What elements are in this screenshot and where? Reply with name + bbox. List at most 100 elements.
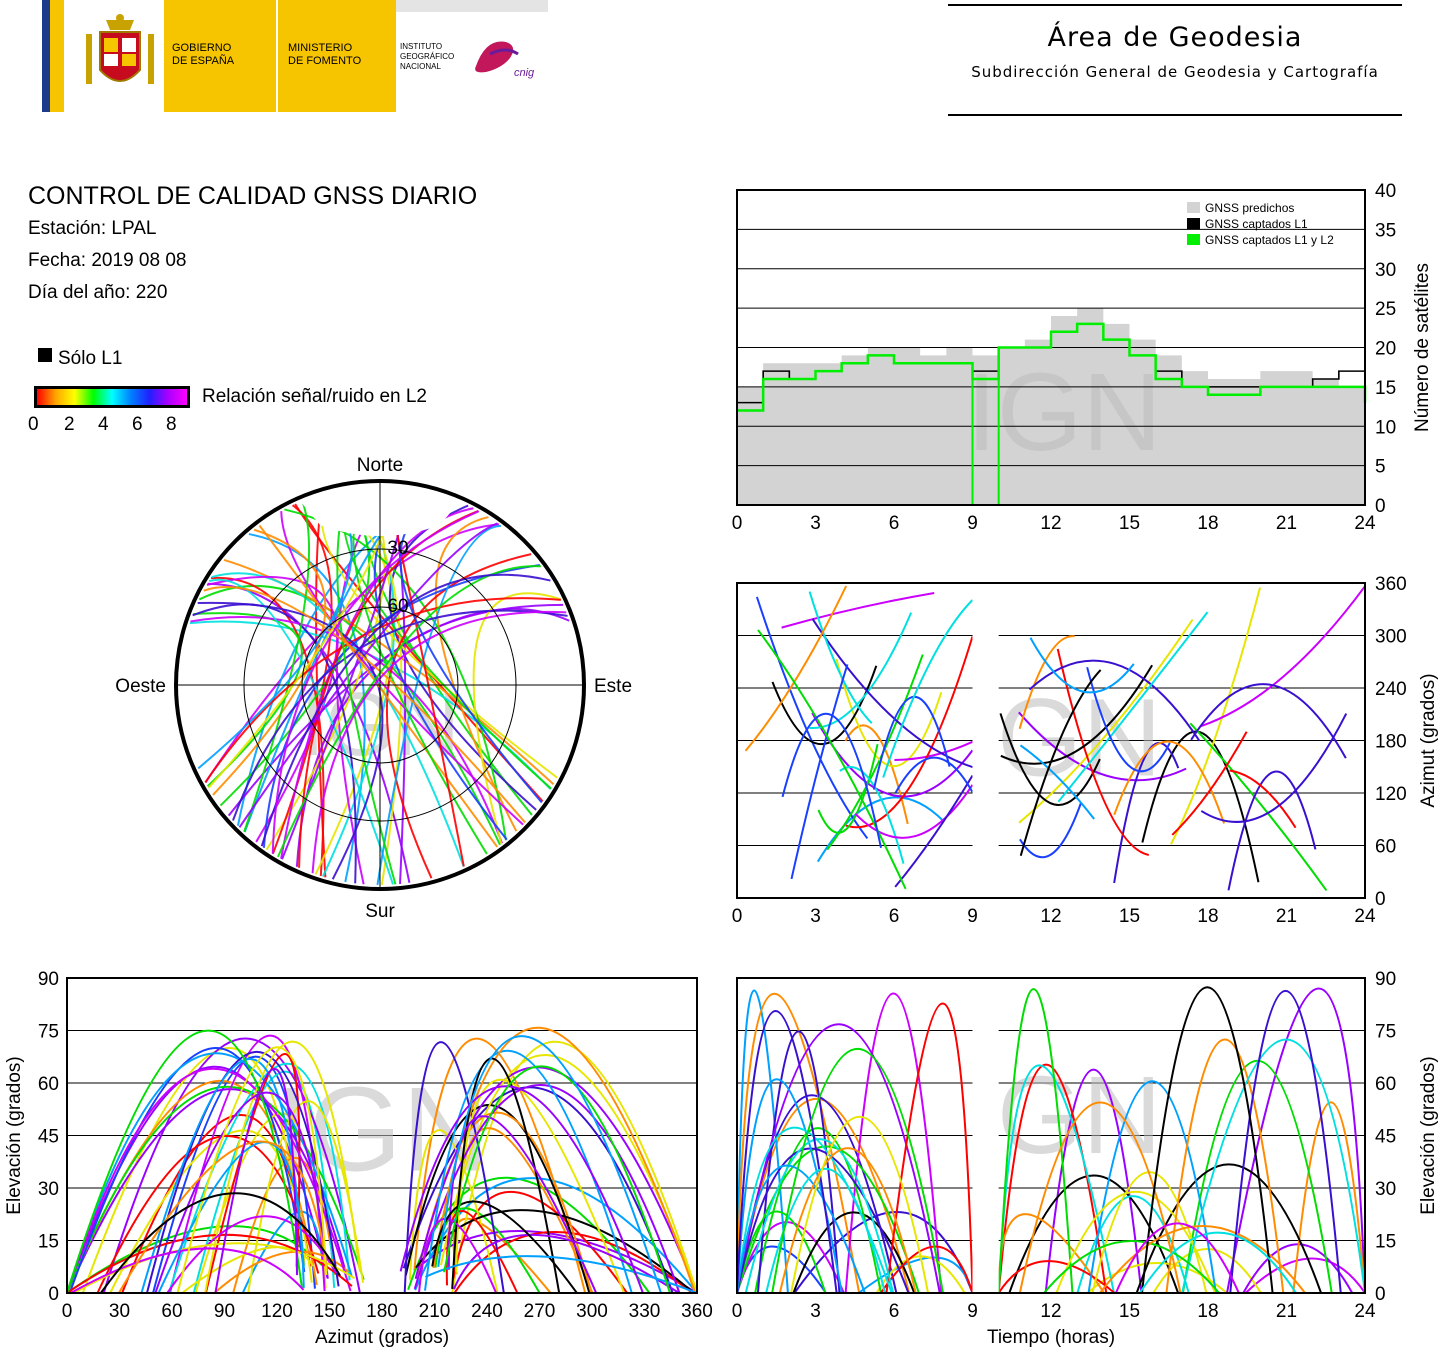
satellite-track bbox=[885, 1002, 974, 1294]
satellite-track bbox=[1141, 730, 1260, 883]
satellite-track bbox=[193, 612, 303, 787]
plot-frame bbox=[66, 977, 698, 1294]
series-l1l2-line bbox=[737, 322, 1367, 412]
satellite-track bbox=[835, 658, 943, 768]
x-tick-label: 6 bbox=[889, 1301, 900, 1322]
satellite-track bbox=[845, 636, 974, 829]
satellite-track bbox=[1057, 611, 1209, 803]
y-tick-label: 60 bbox=[1375, 837, 1396, 858]
header-subtitle: Subdirección General de Geodesia y Carto… bbox=[971, 63, 1379, 81]
legend-entry: GNSS captados L1 y L2 bbox=[1205, 233, 1334, 247]
satellite-track bbox=[431, 1200, 578, 1294]
date-label: Fecha: 2019 08 08 bbox=[28, 250, 187, 271]
header-title: Área de Geodesia bbox=[1047, 22, 1303, 53]
satellite-track bbox=[197, 601, 384, 880]
satellite-track bbox=[402, 1086, 674, 1294]
satellite-track bbox=[1292, 1101, 1366, 1294]
x-tick-label: 9 bbox=[967, 513, 978, 534]
x-tick-label: 210 bbox=[419, 1301, 451, 1322]
y-tick-label: 35 bbox=[1375, 220, 1396, 241]
satellite-track bbox=[744, 585, 848, 752]
satellite-track bbox=[437, 1035, 662, 1294]
legend-entry: GNSS captados L1 bbox=[1205, 217, 1308, 231]
y-tick-label: 30 bbox=[38, 1179, 59, 1200]
y-tick-label: 240 bbox=[1375, 679, 1407, 700]
y-tick-label: 0 bbox=[1375, 1284, 1386, 1305]
y-tick-label: 180 bbox=[1375, 732, 1407, 753]
satellite-track bbox=[1229, 769, 1297, 829]
satellite-track bbox=[997, 1063, 1108, 1294]
y-tick-label: 75 bbox=[1375, 1022, 1396, 1043]
plot-frame bbox=[736, 977, 1366, 1294]
logo-ign-line2: GEOGRÁFICO bbox=[400, 52, 455, 61]
satellite-track bbox=[166, 1215, 338, 1294]
satellite-track bbox=[894, 756, 974, 794]
x-tick-label: 24 bbox=[1354, 906, 1376, 927]
satellite-track bbox=[472, 592, 561, 845]
y-tick-label: 20 bbox=[1375, 339, 1396, 360]
ign-watermark: IGN bbox=[966, 351, 1162, 474]
satellite-track bbox=[455, 1078, 625, 1294]
snr-tick: 4 bbox=[98, 414, 109, 435]
satellite-track bbox=[997, 1064, 1115, 1294]
satellite-track bbox=[214, 1067, 299, 1294]
logo-gov-line1: GOBIERNO bbox=[172, 42, 232, 54]
logo-ign-line3: NACIONAL bbox=[400, 62, 441, 71]
satellite-track bbox=[811, 618, 973, 769]
y-tick-label: 0 bbox=[48, 1284, 59, 1305]
satellite-track bbox=[1018, 711, 1187, 782]
y-tick-label: 25 bbox=[1375, 299, 1396, 320]
satellite-track bbox=[66, 1085, 365, 1294]
satellite-track bbox=[443, 1065, 671, 1294]
satellite-track bbox=[271, 510, 480, 854]
y-tick-label: 300 bbox=[1375, 627, 1407, 648]
satellite-track bbox=[781, 712, 882, 849]
satellite-track bbox=[882, 599, 974, 778]
x-tick-label: 6 bbox=[889, 906, 900, 927]
satellite-track bbox=[204, 1053, 301, 1294]
satellite-track bbox=[1200, 713, 1348, 823]
satellite-track bbox=[154, 1091, 329, 1294]
satellite-track bbox=[736, 992, 861, 1294]
satellite-track bbox=[1019, 801, 1083, 859]
y-tick-label: 30 bbox=[1375, 260, 1396, 281]
only-l1-label: Sólo L1 bbox=[58, 348, 123, 369]
satellite-track bbox=[1152, 1247, 1262, 1294]
legend-swatch bbox=[1187, 202, 1200, 213]
horizon-circle bbox=[174, 479, 586, 891]
report-title: CONTROL DE CALIDAD GNSS DIARIO bbox=[28, 182, 478, 210]
satellite-track bbox=[1018, 618, 1194, 824]
satellite-track bbox=[754, 1127, 882, 1294]
satellite-track bbox=[1165, 1038, 1285, 1294]
satellite-track bbox=[434, 1207, 541, 1294]
y-axis-label: Número de satélites bbox=[1412, 263, 1433, 432]
satellite-track bbox=[757, 629, 907, 890]
satellite-track bbox=[756, 1030, 841, 1294]
ring-label: 60 bbox=[387, 596, 408, 617]
y-tick-label: 0 bbox=[1375, 496, 1386, 517]
x-tick-label: 21 bbox=[1276, 906, 1297, 927]
satellite-track bbox=[262, 563, 541, 848]
x-tick-label: 60 bbox=[161, 1301, 182, 1322]
snr-tick: 2 bbox=[64, 414, 75, 435]
satellite-track bbox=[203, 586, 526, 824]
satellite-track bbox=[277, 565, 541, 858]
direction-north: Norte bbox=[357, 455, 403, 476]
satellite-track bbox=[844, 724, 909, 825]
x-tick-label: 12 bbox=[1040, 513, 1061, 534]
snr-tick: 8 bbox=[166, 414, 177, 435]
snr-colorbar bbox=[34, 386, 190, 408]
y-tick-label: 15 bbox=[38, 1232, 59, 1253]
satellite-track bbox=[415, 1209, 695, 1294]
satellite-track bbox=[68, 1047, 306, 1294]
satellite-track bbox=[736, 1145, 920, 1294]
satellite-track bbox=[1229, 989, 1342, 1294]
data-gap bbox=[972, 583, 999, 898]
station-label: Estación: LPAL bbox=[28, 218, 157, 239]
x-tick-label: 30 bbox=[109, 1301, 130, 1322]
satellite-track bbox=[778, 1147, 917, 1294]
y-tick-label: 0 bbox=[1375, 889, 1386, 910]
satellite-track bbox=[1018, 635, 1075, 730]
satellite-track bbox=[1113, 740, 1226, 824]
